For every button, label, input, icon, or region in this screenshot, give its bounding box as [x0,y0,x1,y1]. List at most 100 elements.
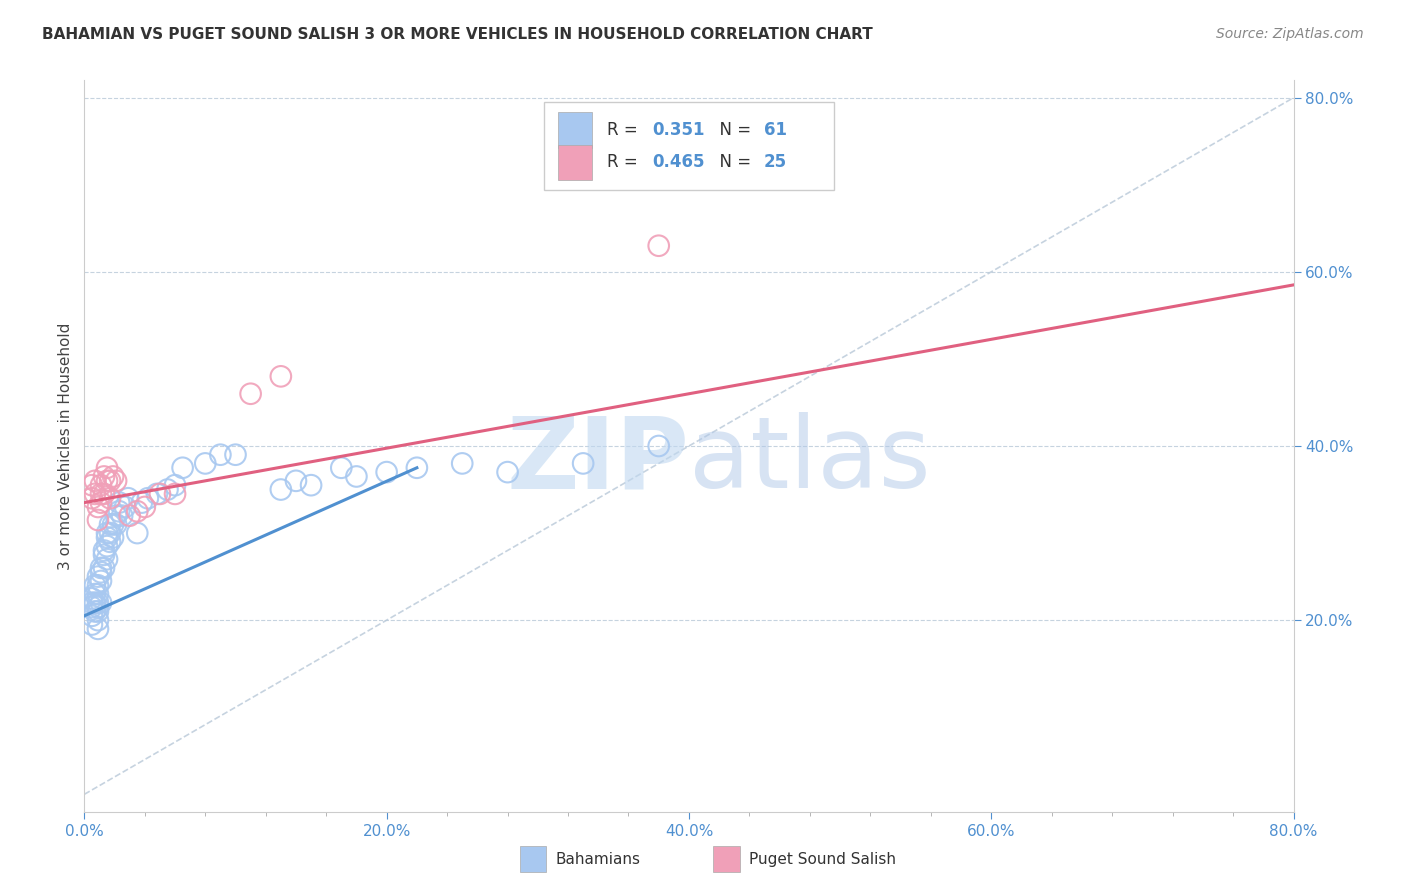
Point [84,474,107,488]
Point [114,500,136,514]
Point [105,474,128,488]
Point [87,500,110,514]
Point [96,526,118,541]
Point [127,504,149,518]
Point [87,604,110,618]
Point [87,513,110,527]
Text: atlas: atlas [689,412,931,509]
Point [270,483,292,497]
Point [346,469,368,483]
Text: N =: N = [710,121,756,139]
Point [156,483,179,497]
Text: R =: R = [607,153,643,171]
Text: 61: 61 [763,121,787,139]
Point [225,448,247,462]
Point [90,495,112,509]
Point [496,465,519,479]
Point [84,487,107,501]
Point [136,491,159,506]
Point [87,622,110,636]
Point [84,604,107,618]
Point [96,530,118,544]
Point [101,530,124,544]
Point [108,504,131,518]
Point [87,587,110,601]
Point [146,487,169,501]
Point [96,460,118,475]
Text: Source: ZipAtlas.com: Source: ZipAtlas.com [1216,27,1364,41]
Point [87,578,110,592]
Point [90,574,112,588]
Point [163,478,186,492]
Point [451,457,474,471]
Point [80,478,103,492]
Point [96,474,118,488]
Point [105,517,128,532]
Point [98,491,121,506]
Point [93,487,115,501]
Text: 0.465: 0.465 [652,153,706,171]
Text: Puget Sound Salish: Puget Sound Salish [749,852,897,867]
Text: BAHAMIAN VS PUGET SOUND SALISH 3 OR MORE VEHICLES IN HOUSEHOLD CORRELATION CHART: BAHAMIAN VS PUGET SOUND SALISH 3 OR MORE… [42,27,873,42]
Point [406,460,429,475]
Point [93,561,115,575]
Point [163,487,186,501]
Point [84,587,107,601]
Text: 0.351: 0.351 [652,121,706,139]
Point [93,469,115,483]
Point [90,478,112,492]
Point [572,457,595,471]
Point [117,491,139,506]
Point [111,508,134,523]
Point [647,238,671,252]
Point [96,552,118,566]
Text: Bahamians: Bahamians [555,852,641,867]
Point [375,465,398,479]
Text: R =: R = [607,121,643,139]
Point [127,526,149,541]
Point [98,517,121,532]
Point [270,369,292,384]
Point [330,460,353,475]
Point [87,613,110,627]
Point [98,534,121,549]
Point [90,561,112,575]
Point [80,600,103,615]
Point [101,517,124,532]
Point [87,600,110,615]
Point [118,508,141,523]
Point [90,566,112,580]
Point [84,578,107,592]
Point [134,500,156,514]
Bar [558,112,592,147]
Point [90,487,112,501]
Point [98,474,121,488]
Bar [544,103,834,190]
Bar [558,145,592,180]
Point [80,591,103,606]
Point [80,617,103,632]
Text: ZIP: ZIP [506,412,689,509]
Point [131,495,153,509]
Point [98,526,121,541]
Point [209,448,232,462]
Point [105,508,128,523]
Point [84,596,107,610]
Point [80,491,103,506]
Y-axis label: 3 or more Vehicles in Household: 3 or more Vehicles in Household [58,322,73,570]
Point [101,469,124,483]
Point [93,543,115,558]
Point [647,439,671,453]
Point [172,460,194,475]
Point [299,478,322,492]
Bar [520,847,547,872]
Point [239,386,262,401]
Point [149,487,172,501]
Point [194,457,217,471]
Point [108,495,131,509]
Point [284,474,308,488]
Point [87,569,110,583]
Point [90,596,112,610]
Point [96,539,118,553]
Point [80,596,103,610]
